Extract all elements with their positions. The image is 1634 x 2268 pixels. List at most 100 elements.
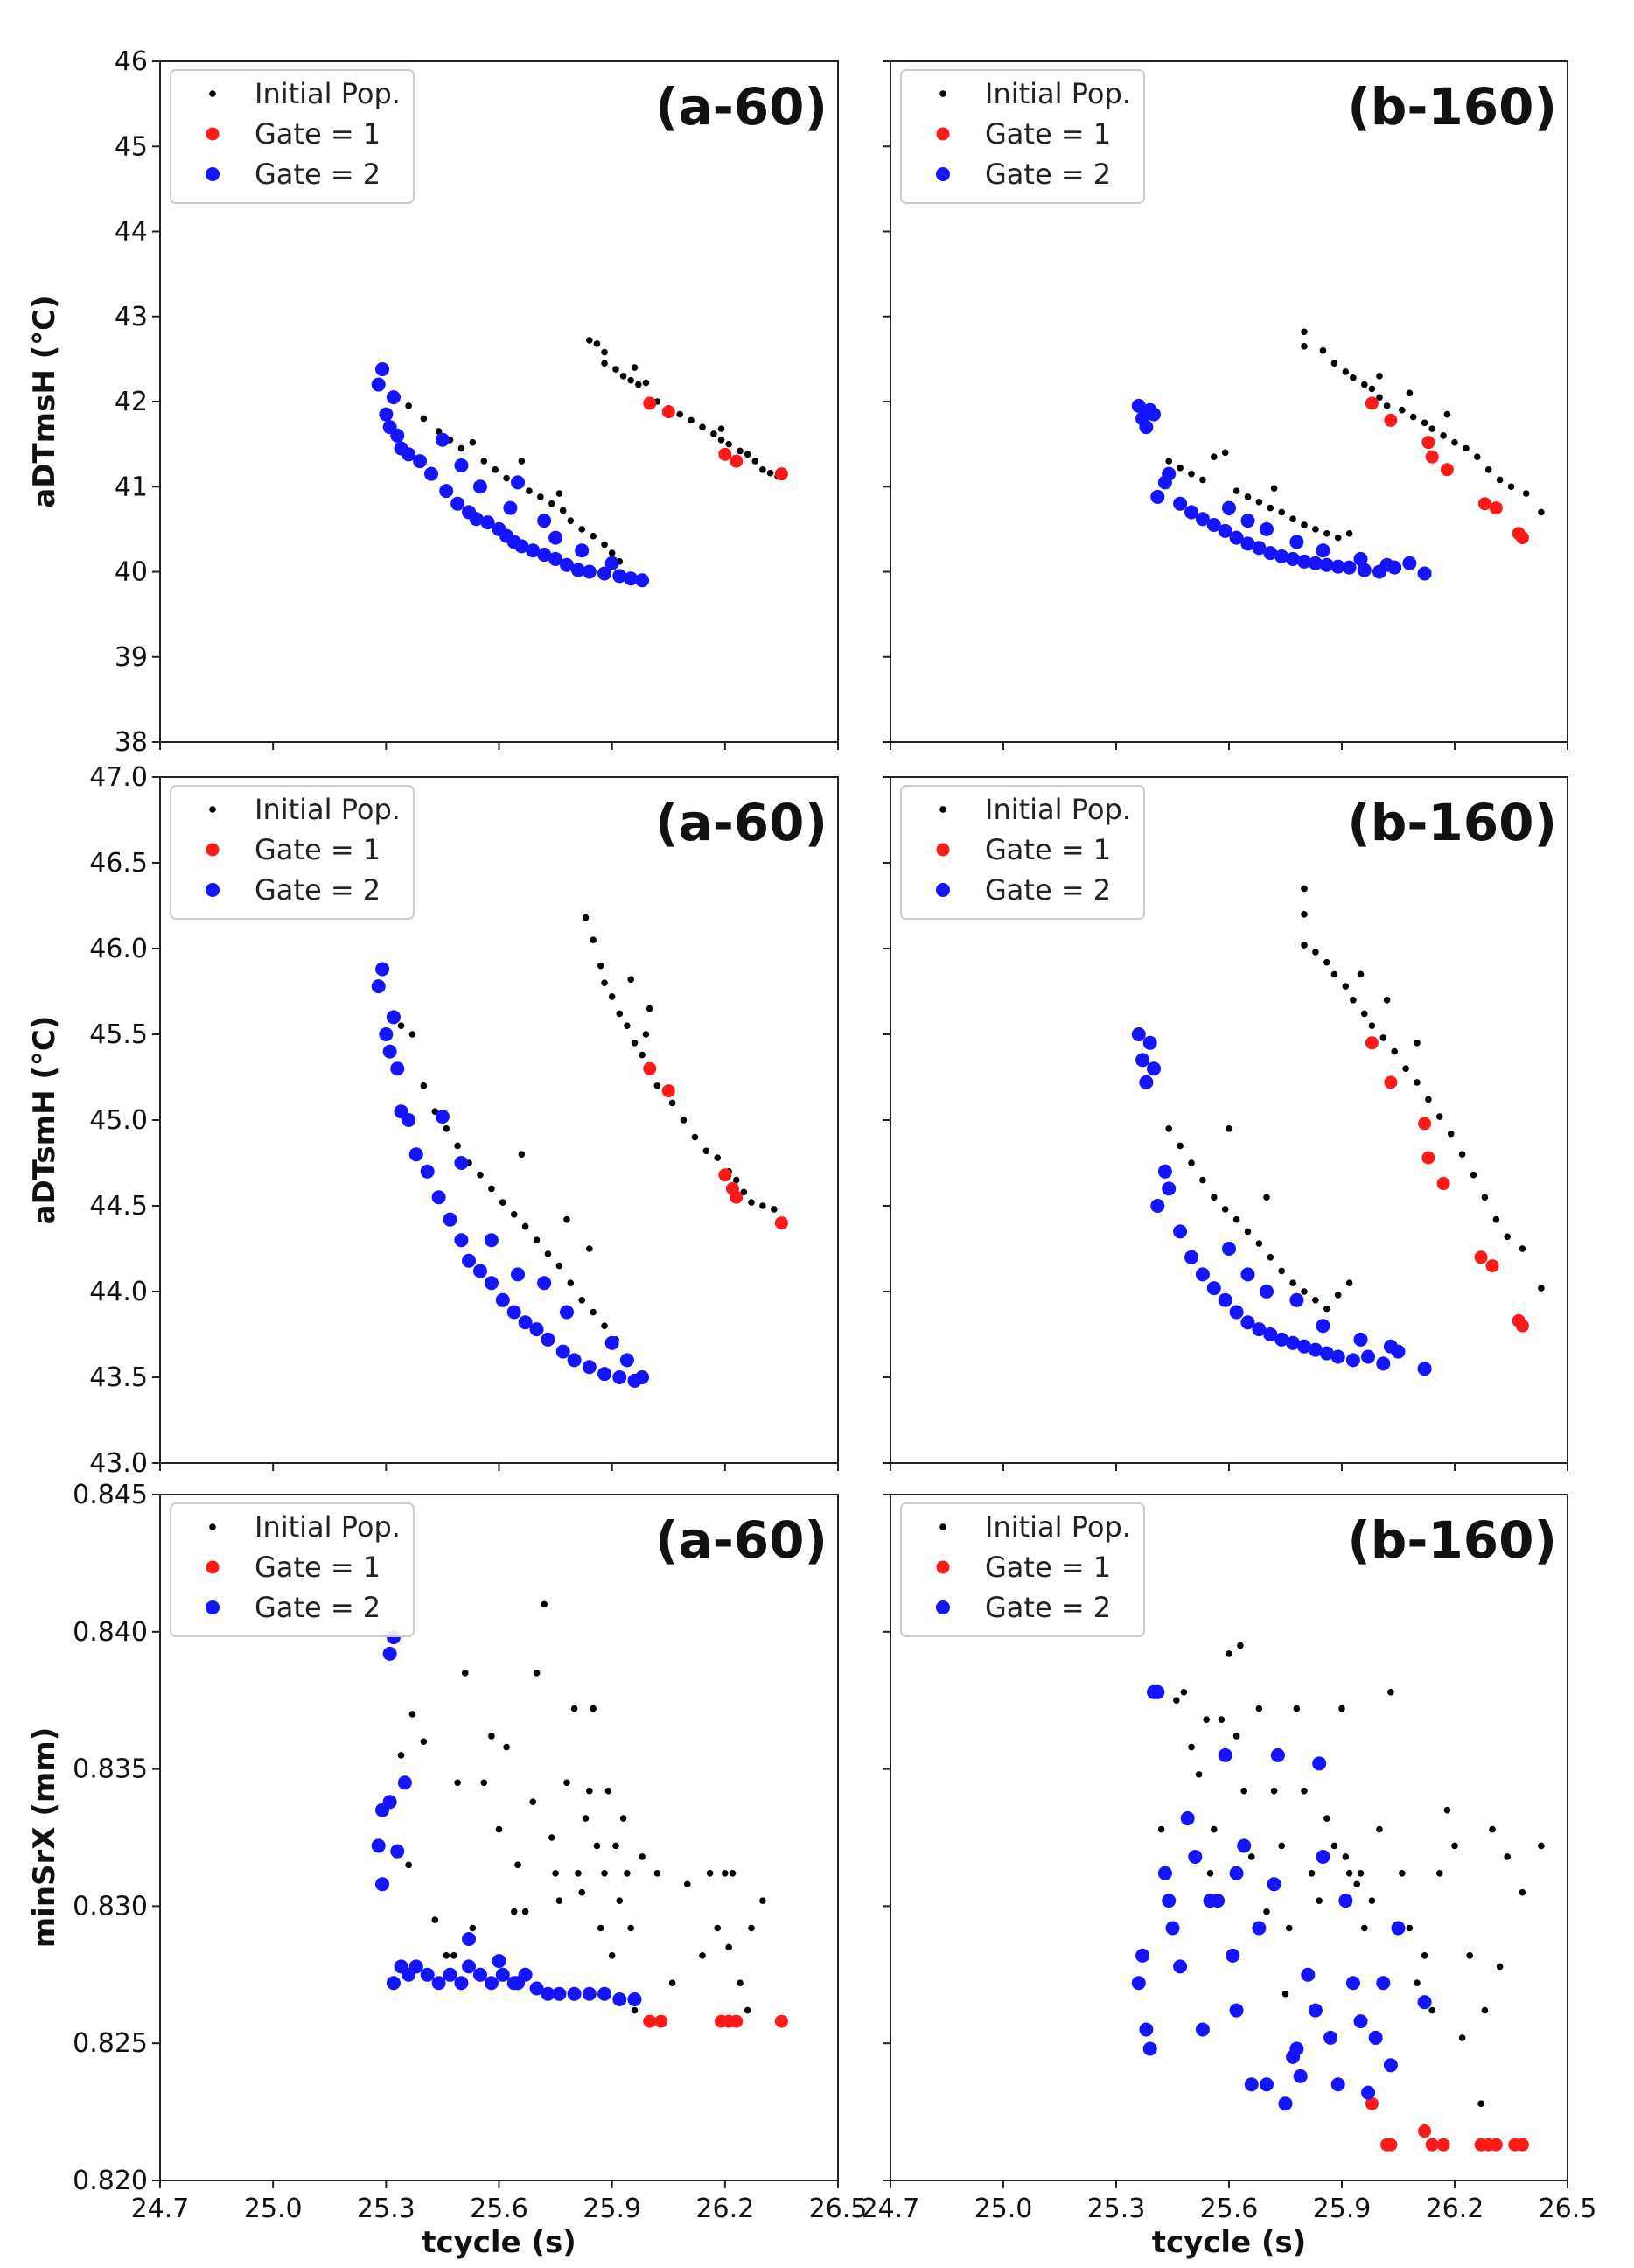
data-point [590,936,597,943]
data-point [1131,1976,1146,1991]
data-point [578,526,586,533]
data-point [1312,1297,1319,1304]
data-point [555,1344,570,1359]
data-point [1131,398,1146,413]
data-point [1316,1319,1330,1334]
data-point [1162,1181,1177,1196]
data-point [1338,1894,1353,1908]
data-point [1504,1853,1511,1860]
data-point [1226,1125,1232,1132]
data-point [1131,1027,1146,1041]
data-point [1289,515,1296,523]
data-point [766,469,774,477]
data-point [1206,1281,1221,1296]
data-point [1334,534,1342,542]
data-point [1334,1292,1342,1298]
series-initial-pop- [1157,1642,1545,2107]
data-point [627,976,634,984]
data-point [582,564,597,579]
data-point [526,487,533,494]
data-point [1399,1869,1406,1877]
series-initial-pop- [1165,328,1545,542]
legend: Initial Pop. Gate = 1 Gate = 2 [900,785,1145,920]
data-point [718,1168,732,1182]
data-point [1323,529,1330,537]
data-point [1263,1194,1270,1200]
data-point [1237,1642,1244,1649]
legend: Initial Pop. Gate = 1 Gate = 2 [900,69,1145,204]
data-point [1492,1215,1500,1223]
data-point [730,2014,744,2028]
data-point [1232,1732,1240,1740]
data-point [612,569,627,584]
data-point [1278,2096,1293,2111]
data-point [526,543,541,558]
data-point [1301,911,1308,918]
data-point [480,1779,488,1787]
data-point [612,1842,619,1850]
series-gate-1 [1365,396,1529,545]
data-point [1421,1151,1435,1165]
data-point [714,1924,722,1932]
data-point [1402,556,1417,570]
data-point [619,1815,627,1822]
data-point [431,1190,446,1205]
data-point [484,1233,499,1248]
data-point [676,410,683,418]
data-point [1376,1825,1383,1833]
data-point [1260,522,1274,536]
data-point [1162,466,1177,481]
data-point [1226,1948,1240,1963]
data-point [1142,2041,1157,2056]
data-point [1379,557,1394,572]
data-point [616,1010,624,1018]
data-point [1357,563,1372,578]
data-point [1361,1349,1376,1364]
data-point [661,405,675,419]
panel-tag: (b-160) [1347,1510,1557,1570]
legend-label: Gate = 2 [255,1591,381,1624]
data-point [1458,1151,1466,1158]
data-point [593,340,601,347]
data-point [1384,2138,1398,2152]
data-point [601,1322,608,1329]
data-point [1135,1948,1150,1963]
y-tick-label: 44.0 [89,1277,148,1307]
data-point [533,1670,541,1676]
data-point [1157,1825,1165,1833]
data-point [408,1711,416,1718]
data-point [1519,1888,1526,1896]
legend-box [170,69,415,204]
data-point [371,377,386,392]
data-point [559,507,567,514]
data-point [1414,1040,1421,1046]
data-point [514,539,529,554]
data-point [1436,1869,1443,1877]
data-point [702,1147,710,1155]
data-point [420,1082,428,1089]
data-point [480,458,488,465]
data-point [503,474,510,482]
legend-box [900,1502,1145,1637]
data-point [1139,420,1154,435]
panel-a-60-row0: 38 39 40 41 42 43 44 45 46 aDTmsH (°C) Initial Pop… [27,46,839,758]
panel-tag: (b-160) [1347,793,1557,852]
data-point [1414,1979,1421,1987]
data-point [604,1335,619,1350]
data-point [1274,1332,1289,1347]
data-point [503,1743,510,1751]
data-point [1463,444,1470,452]
data-point [537,514,552,528]
data-point [382,1646,397,1661]
data-point [631,364,639,371]
data-point [725,1943,732,1951]
data-point [1418,1116,1432,1130]
data-point [510,1908,518,1915]
data-point [1135,1053,1150,1068]
data-point [462,1253,477,1268]
data-point [586,1245,593,1252]
data-point [443,1967,457,1982]
legend-label: Gate = 1 [985,833,1111,866]
data-point [382,1044,397,1059]
legend-marker [936,843,950,857]
